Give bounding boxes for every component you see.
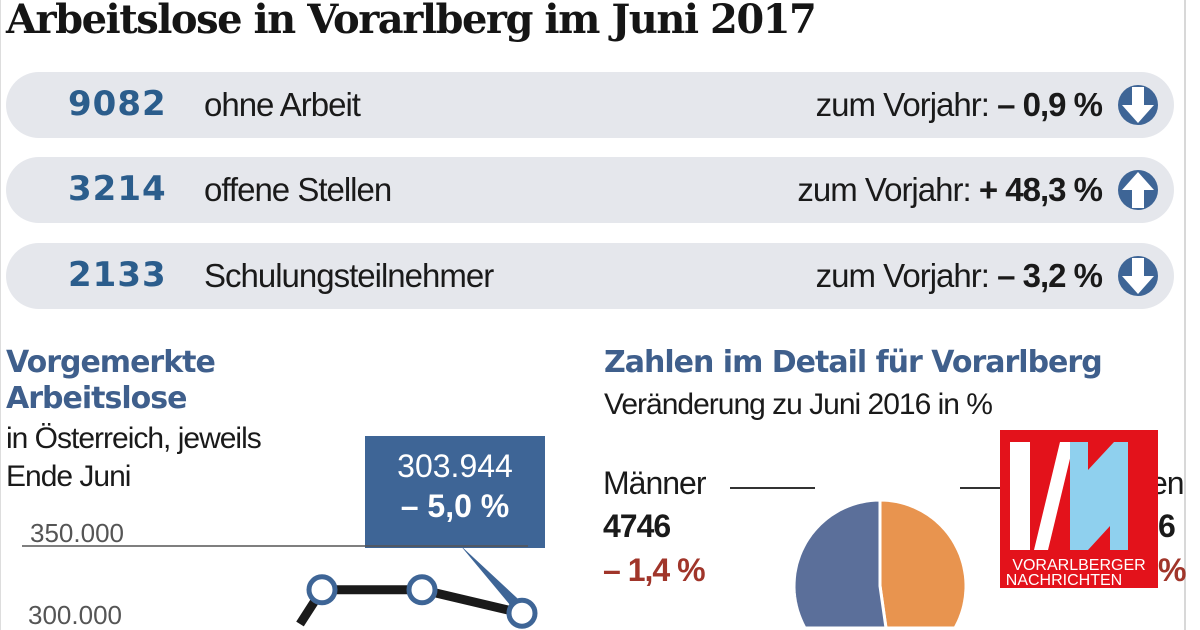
pie-chart xyxy=(730,487,1010,630)
pie-chart-title: Zahlen im Detail für Vorarlberg xyxy=(604,345,1103,380)
stat-label: Schulungsteilnehmer xyxy=(204,257,494,294)
data-point xyxy=(506,597,538,629)
stat-number: 9082 xyxy=(68,84,167,124)
logo-text-line1: VORARLBERGER xyxy=(1012,557,1145,574)
stat-label: offene Stellen xyxy=(204,171,392,208)
pie-slice xyxy=(792,498,888,630)
line-chart: 350.000 300.000 xyxy=(22,520,538,630)
logo-text-line2: NACHRICHTEN xyxy=(1006,572,1122,588)
data-point xyxy=(306,574,338,606)
stat-change: zum Vorjahr: + 48,3 % xyxy=(797,171,1103,208)
y-tick-label: 350.000 xyxy=(30,520,124,548)
vn-logo-mark: VORARLBERGER NACHRICHTEN xyxy=(1006,442,1146,589)
line-chart-title: Vorgemerkte Arbeitslose xyxy=(6,345,216,416)
callout-pointer xyxy=(460,545,530,610)
data-point xyxy=(406,574,438,606)
annotation-value: 303.944 xyxy=(397,448,513,484)
stat-change: zum Vorjahr: – 3,2 % xyxy=(815,257,1103,294)
page-title: Arbeitslose in Vorarlberg im Juni 2017 xyxy=(6,0,817,43)
vn-logo: VORARLBERGER NACHRICHTEN xyxy=(1000,430,1158,589)
pie-chart-subtitle: Veränderung zu Juni 2016 in % xyxy=(604,388,993,421)
pie-change-other: % xyxy=(1158,552,1186,588)
line-chart-annotation: 303.944 – 5,0 % xyxy=(365,436,545,548)
arrow-down-icon xyxy=(1118,85,1158,125)
pie-value-men: 4746 xyxy=(603,508,671,544)
stat-change: zum Vorjahr: – 0,9 % xyxy=(815,86,1103,123)
line-chart-subtitle: in Österreich, jeweils Ende Juni xyxy=(6,422,262,493)
arrow-down-icon xyxy=(1118,256,1158,296)
pie-label-men: Männer xyxy=(603,465,706,501)
arrow-up-icon xyxy=(1118,170,1158,210)
y-tick-label: 300.000 xyxy=(28,600,122,630)
stat-number: 3214 xyxy=(68,169,167,209)
annotation-change: – 5,0 % xyxy=(400,488,510,524)
stat-number: 2133 xyxy=(68,255,167,295)
stat-row-open-positions: 3214 offene Stellen zum Vorjahr: + 48,3 … xyxy=(6,157,1174,223)
series-line xyxy=(296,585,524,627)
stat-label: ohne Arbeit xyxy=(204,86,361,123)
pie-slice xyxy=(878,498,968,630)
stat-row-unemployed: 9082 ohne Arbeit zum Vorjahr: – 0,9 % xyxy=(6,72,1174,138)
pie-value-other: 6 xyxy=(1158,508,1176,544)
stat-row-trainees: 2133 Schulungsteilnehmer zum Vorjahr: – … xyxy=(6,243,1174,309)
pie-change-men: – 1,4 % xyxy=(603,552,706,588)
